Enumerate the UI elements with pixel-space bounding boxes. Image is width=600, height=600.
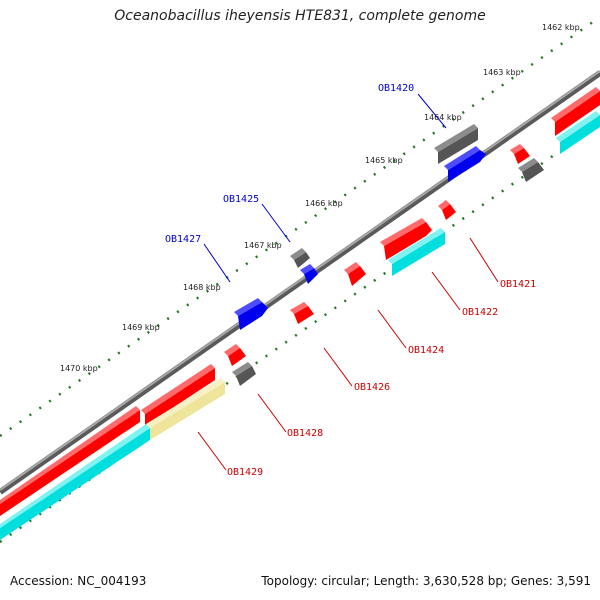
gene-ob1428[interactable] [224, 344, 246, 366]
genome-summary-text: Topology: circular; Length: 3,630,528 bp… [261, 574, 591, 588]
label-ob1428[interactable]: OB1428 [287, 428, 323, 439]
gene-ob1425[interactable] [300, 264, 318, 284]
kbp-label-1465: 1465 kbp [365, 156, 403, 165]
kbp-label-1462: 1462 kbp [542, 23, 580, 32]
label-ob1424[interactable]: OB1424 [408, 345, 444, 356]
khaki-feature [146, 378, 225, 440]
gene-right-gray[interactable] [518, 158, 544, 182]
label-ob1425[interactable]: OB1425 [223, 194, 259, 205]
kbp-label-1468: 1468 kbp [183, 283, 221, 292]
forward-cds-band-right [551, 87, 600, 136]
map-title: Oceanobacillus iheyensis HTE831, complet… [114, 8, 486, 24]
accession-text: Accession: NC_004193 [10, 574, 147, 588]
genome-backbone [0, 70, 600, 495]
cyan-feature-right [556, 111, 600, 154]
kbp-label-1466: 1466 kbp [305, 199, 343, 208]
kbp-label-1470: 1470 kbp [60, 364, 98, 373]
gene-ob1421[interactable] [438, 200, 456, 220]
gene-ob1427[interactable] [234, 298, 268, 330]
gene-ob1422[interactable] [380, 218, 432, 260]
gene-ob1420-gray[interactable] [434, 124, 478, 164]
label-ob1427[interactable]: OB1427 [165, 234, 201, 245]
kbp-label-1464: 1464 kbp [424, 113, 462, 122]
gene-ob1425-gray[interactable] [290, 248, 310, 268]
label-ob1426[interactable]: OB1426 [354, 382, 390, 393]
label-ob1429[interactable]: OB1429 [227, 467, 263, 478]
gene-ob1424[interactable] [344, 262, 366, 286]
gene-right-red[interactable] [510, 144, 530, 164]
scale-labels: 1462 kbp 1463 kbp 1464 kbp 1465 kbp 1466… [60, 23, 580, 373]
label-ob1422[interactable]: OB1422 [462, 307, 498, 318]
label-ob1420[interactable]: OB1420 [378, 83, 414, 94]
gene-ob1428-gray[interactable] [232, 362, 256, 386]
kbp-label-1463: 1463 kbp [483, 68, 521, 77]
outer-tick-ring [0, 15, 600, 438]
reverse-gene-labels: OB1421 OB1422 OB1424 OB1426 OB1428 OB142… [197, 237, 536, 478]
cyan-feature-left [0, 424, 150, 540]
label-ob1421[interactable]: OB1421 [500, 279, 536, 290]
forward-cds-band-left [0, 364, 215, 516]
kbp-label-1469: 1469 kbp [122, 323, 160, 332]
cyan-feature-mid [388, 228, 445, 276]
forward-gene-labels: OB1420 OB1425 OB1427 [165, 83, 447, 283]
gene-ob1426[interactable] [290, 302, 314, 324]
gene-ob1420[interactable] [444, 146, 486, 182]
kbp-label-1467: 1467 kbp [244, 241, 282, 250]
